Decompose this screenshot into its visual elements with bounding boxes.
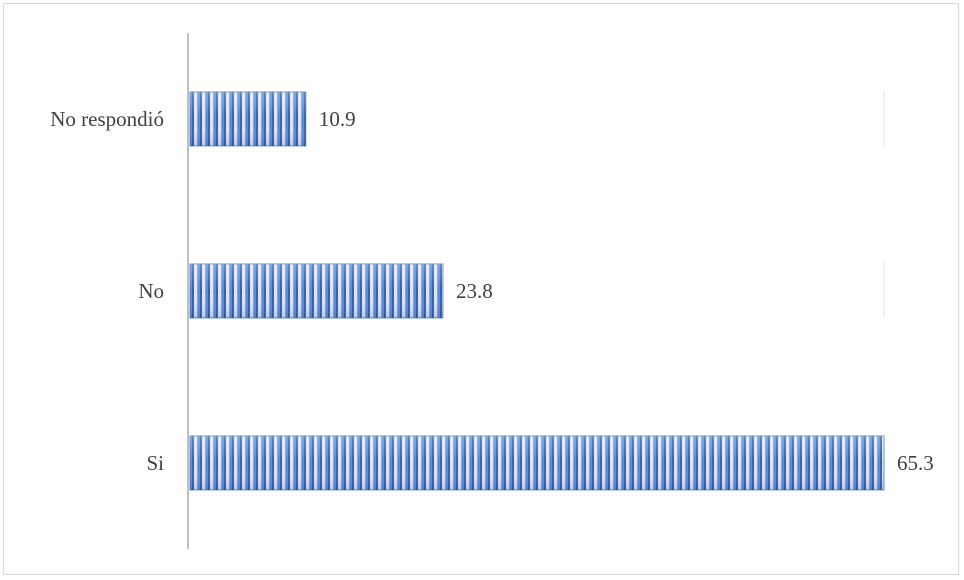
bar-shade-no [190,264,443,318]
category-label-si: Si [146,451,164,475]
bar-shade-si [190,436,884,490]
value-label-no: 23.8 [456,279,493,303]
bar-shade-no-respondio [190,92,306,146]
value-label-si: 65.3 [897,451,934,475]
chart-frame [3,3,959,575]
category-label-no: No [138,279,164,303]
value-label-no-respondio: 10.9 [319,107,356,131]
category-label-no-respondio: No respondió [50,107,164,131]
